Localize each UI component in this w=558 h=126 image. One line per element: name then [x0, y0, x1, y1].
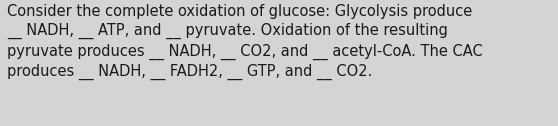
Text: Consider the complete oxidation of glucose: Glycolysis produce
__ NADH, __ ATP, : Consider the complete oxidation of gluco… [7, 4, 483, 80]
